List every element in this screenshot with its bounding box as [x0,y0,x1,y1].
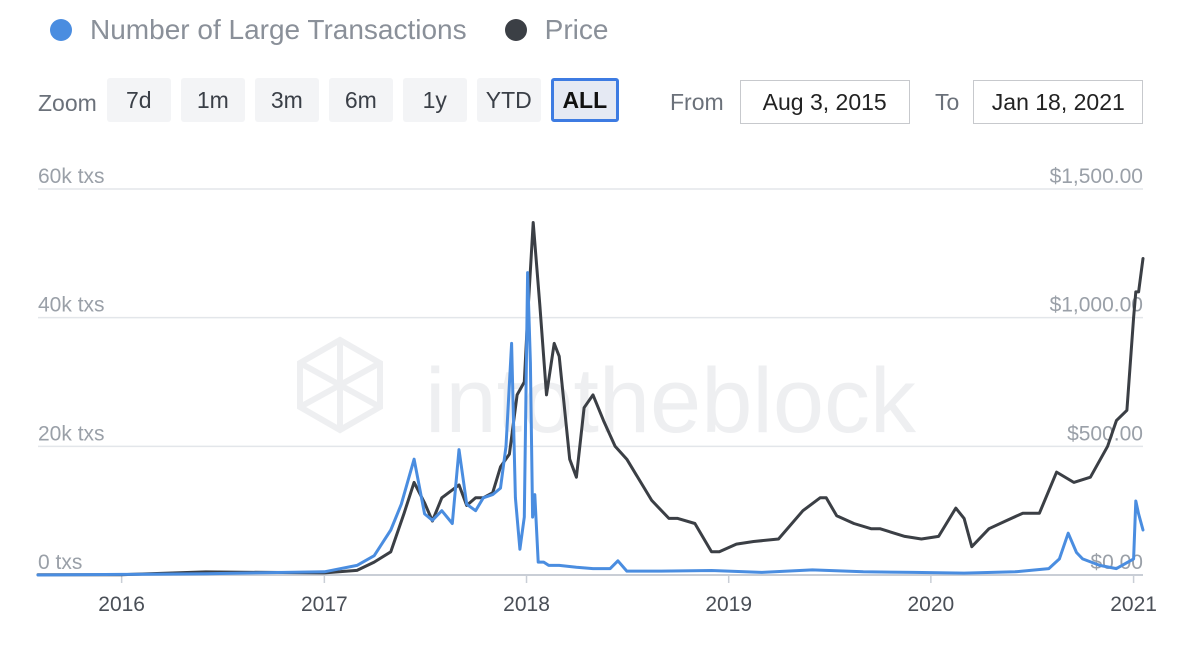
zoom-button-all[interactable]: ALL [550,78,619,122]
axis-labels: 0 txs $0.00 20k txs $500.00 40k txs $1,000.00… [38,165,1157,616]
x-tick-label: 2017 [301,593,348,616]
y-left-tick-label: 40k txs [38,294,105,317]
watermark-text: intotheblock [425,350,917,452]
legend-label-price: Price [544,14,609,45]
zoom-label: Zoom [38,89,97,116]
x-tick-label: 2019 [705,593,752,616]
legend-marker-large-transactions [50,19,72,41]
zoom-button-1m[interactable]: 1m [180,78,245,122]
zoom-button-6m[interactable]: 6m [328,78,393,122]
y-left-tick-label: 60k txs [38,165,105,188]
zoom-button-1y[interactable]: 1y [402,78,467,122]
x-tick-label: 2020 [908,593,955,616]
zoom-controls: Zoom 7d 1m 3m 6m 1y YTD ALL [38,78,629,122]
series-line-price [36,221,1145,577]
chart-series [36,221,1145,577]
date-range-from: From Aug 3, 2015 [670,80,910,124]
chart-legend: Number of Large Transactions Price [50,14,608,46]
legend-label-large-transactions: Number of Large Transactions [90,14,467,45]
y-left-tick-label: 0 txs [38,551,82,574]
to-label: To [935,88,960,115]
legend-marker-price [504,19,527,41]
series-line-large-transactions [36,271,1145,577]
watermark-logo-icon [297,336,383,434]
from-date-input[interactable]: Aug 3, 2015 [739,80,910,124]
y-right-tick-label: $0.00 [1090,551,1143,574]
x-tick-label: 2021 [1110,593,1157,616]
y-right-tick-label: $500.00 [1067,422,1143,445]
x-tick-label: 2018 [503,593,550,616]
date-range-to: To Jan 18, 2021 [935,80,1144,124]
y-right-tick-label: $1,500.00 [1050,165,1143,188]
legend-item-large-transactions[interactable]: Number of Large Transactions [50,14,467,46]
zoom-button-3m[interactable]: 3m [254,78,319,122]
from-label: From [670,88,724,115]
zoom-button-ytd[interactable]: YTD [476,78,541,122]
x-tick-label: 2016 [98,593,145,616]
y-right-tick-label: $1,000.00 [1050,294,1143,317]
zoom-button-7d[interactable]: 7d [106,78,171,122]
chart-grid [38,188,1143,583]
to-date-input[interactable]: Jan 18, 2021 [973,80,1144,124]
y-left-tick-label: 20k txs [38,422,105,445]
legend-item-price[interactable]: Price [504,14,609,46]
